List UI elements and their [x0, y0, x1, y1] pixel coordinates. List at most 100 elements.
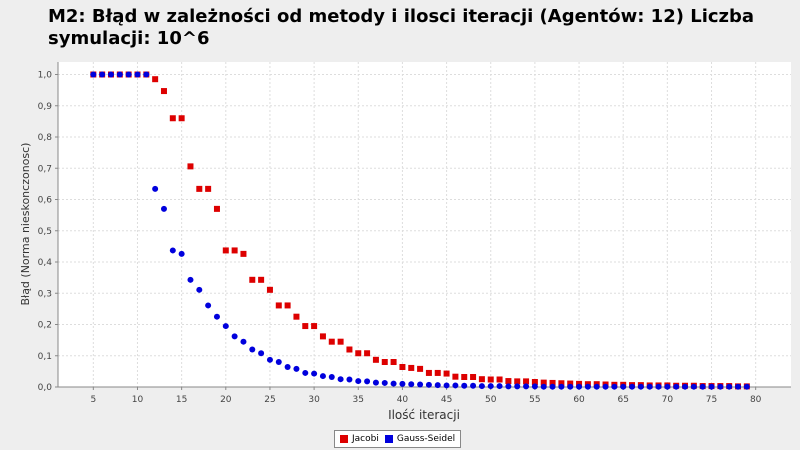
- data-point: [602, 383, 609, 390]
- data-point: [540, 383, 547, 390]
- data-point: [293, 365, 300, 372]
- y-tick-label: 1,0: [38, 71, 53, 81]
- data-point: [381, 359, 388, 365]
- data-point: [408, 381, 415, 388]
- data-point: [178, 115, 185, 122]
- data-point: [311, 323, 318, 330]
- data-point: [187, 163, 194, 170]
- data-point: [160, 205, 167, 212]
- data-point: [461, 382, 468, 389]
- data-point: [434, 369, 441, 376]
- data-point: [576, 383, 583, 390]
- y-tick-label: 0,5: [38, 227, 52, 237]
- data-point: [620, 383, 627, 390]
- data-point: [302, 323, 309, 330]
- data-point: [443, 370, 450, 377]
- y-tick-label: 0,0: [38, 383, 53, 393]
- data-point: [328, 374, 335, 380]
- series-gauss-seidel: [90, 71, 750, 390]
- y-tick-label: 0,7: [38, 164, 52, 174]
- x-tick-label: 50: [485, 395, 497, 405]
- legend-swatch-jacobi: [340, 435, 348, 443]
- data-point: [337, 376, 344, 383]
- data-point: [275, 359, 282, 365]
- data-point: [293, 313, 300, 320]
- data-marks: [90, 71, 750, 390]
- data-point: [496, 383, 503, 390]
- data-point: [258, 350, 265, 357]
- data-point: [346, 346, 353, 353]
- data-point: [284, 302, 291, 309]
- data-point: [205, 185, 212, 192]
- data-point: [470, 374, 477, 380]
- data-point: [284, 364, 291, 370]
- legend: Jacobi Gauss-Seidel: [334, 430, 462, 448]
- data-point: [717, 383, 724, 390]
- data-point: [364, 378, 371, 385]
- data-point: [408, 364, 415, 371]
- data-point: [443, 382, 450, 389]
- data-point: [629, 383, 636, 390]
- data-point: [487, 383, 494, 390]
- x-tick-label: 70: [662, 395, 674, 405]
- data-point: [690, 383, 697, 390]
- data-point: [726, 383, 733, 390]
- data-point: [160, 88, 167, 95]
- data-point: [567, 383, 574, 390]
- data-point: [399, 380, 406, 387]
- data-point: [319, 373, 326, 380]
- y-tick-label: 0,8: [38, 133, 53, 143]
- legend-swatch-gauss-seidel: [384, 435, 393, 443]
- data-point: [372, 379, 379, 386]
- y-tick-label: 0,4: [38, 258, 53, 268]
- y-tick-label: 0,2: [38, 321, 52, 331]
- data-point: [417, 365, 424, 372]
- x-tick-label: 10: [132, 395, 144, 405]
- data-point: [205, 302, 212, 309]
- y-tick-label: 0,9: [38, 102, 53, 112]
- x-axis-label: Ilość iteracji: [388, 408, 460, 422]
- data-point: [169, 115, 176, 122]
- x-tick-label: 45: [441, 395, 452, 405]
- data-point: [266, 286, 273, 293]
- data-point: [531, 379, 538, 385]
- data-point: [355, 378, 362, 385]
- legend-item-jacobi: Jacobi: [340, 434, 379, 444]
- plot-area: [58, 62, 791, 387]
- data-point: [107, 71, 114, 78]
- y-tick-label: 0,1: [38, 352, 52, 362]
- data-point: [540, 379, 547, 386]
- y-axis-label: Błąd (Norma nieskonczonosc): [19, 143, 32, 306]
- data-point: [637, 383, 644, 390]
- legend-label-gauss-seidel: Gauss-Seidel: [396, 434, 456, 444]
- data-point: [434, 382, 441, 389]
- data-point: [664, 383, 671, 390]
- x-tick-label: 20: [220, 395, 232, 405]
- y-tick-label: 0,6: [38, 196, 53, 206]
- data-point: [328, 338, 335, 345]
- data-point: [240, 338, 247, 345]
- data-point: [381, 379, 388, 386]
- data-point: [514, 383, 521, 390]
- data-point: [549, 379, 556, 386]
- data-point: [302, 369, 309, 376]
- data-point: [735, 383, 742, 390]
- data-point: [390, 359, 397, 365]
- data-point: [523, 383, 530, 390]
- data-point: [258, 276, 265, 283]
- data-point: [311, 370, 318, 377]
- data-point: [558, 383, 565, 390]
- data-point: [470, 382, 477, 389]
- data-point: [478, 383, 485, 390]
- data-point: [452, 382, 459, 389]
- data-point: [708, 383, 715, 390]
- x-tick-label: 30: [308, 395, 320, 405]
- data-point: [125, 71, 132, 78]
- data-point: [558, 380, 565, 387]
- data-point: [567, 380, 574, 387]
- data-point: [99, 71, 106, 78]
- data-point: [673, 383, 680, 390]
- data-point: [337, 338, 344, 345]
- data-point: [346, 376, 353, 383]
